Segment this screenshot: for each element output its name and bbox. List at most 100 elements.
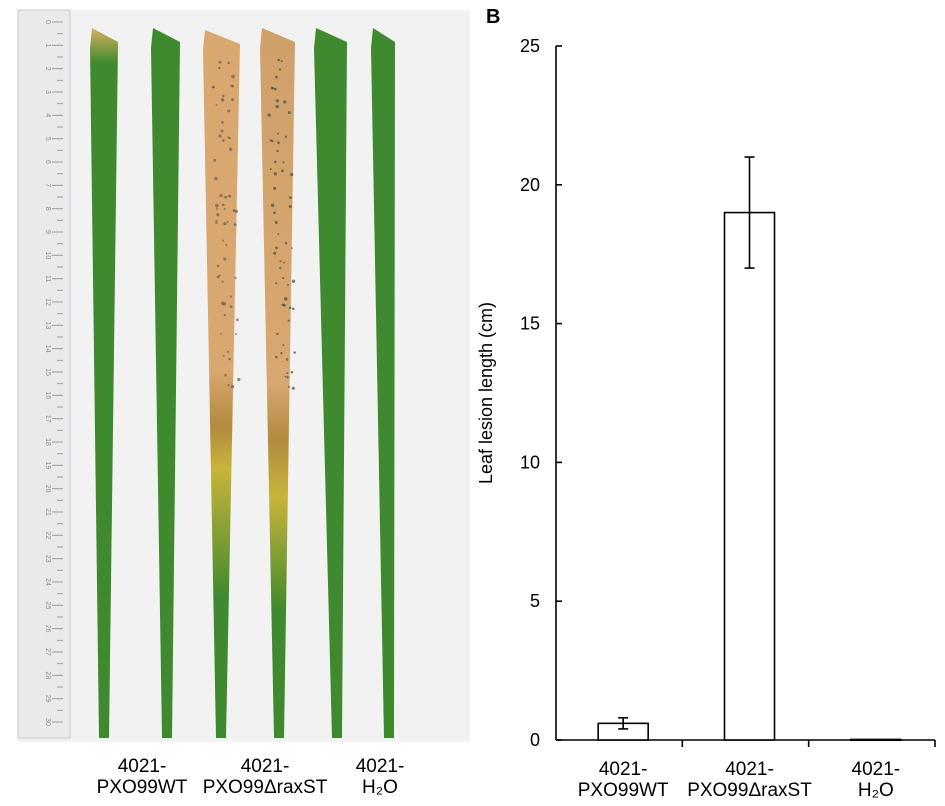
lesion-speckle	[222, 302, 227, 306]
x-tick-label-line2: PXO99WT	[578, 780, 669, 801]
lesion-speckle	[273, 186, 277, 190]
ruler-number: 9	[44, 230, 51, 234]
leaf-water-1	[314, 28, 347, 738]
lesion-speckle	[227, 350, 230, 353]
ruler: 0123456789101112131415161718192021222324…	[17, 9, 71, 739]
y-tick-label: 15	[520, 314, 540, 334]
lesion-speckle	[290, 247, 293, 250]
photo-label-mutant-line1: 4021-	[240, 756, 290, 777]
ruler-number: 5	[44, 137, 51, 141]
lesion-speckle	[228, 137, 231, 140]
photo-label-wt: 4021- PXO99WT	[72, 756, 212, 798]
lesion-speckle	[291, 279, 296, 283]
lesion-speckle	[286, 376, 289, 379]
ruler-number: 26	[44, 625, 51, 633]
lesion-speckle	[269, 168, 272, 171]
ruler-number: 20	[44, 485, 51, 493]
lesion-speckle	[225, 243, 228, 246]
ruler-number: 6	[44, 160, 51, 164]
lesion-speckle	[279, 260, 282, 263]
ruler-number: 17	[44, 415, 51, 423]
lesion-speckle	[287, 284, 289, 286]
leaf-water-2	[371, 28, 395, 738]
photo-label-water-line2: H₂O	[362, 777, 398, 798]
lesion-speckle	[274, 160, 277, 164]
lesion-speckle	[274, 87, 277, 91]
ruler-number: 1	[44, 43, 51, 47]
lesion-speckle	[233, 223, 237, 227]
leaf-wt-2	[151, 28, 180, 738]
y-tick-label: 10	[520, 452, 540, 472]
lesion-speckle	[216, 264, 220, 268]
lesion-speckle	[282, 277, 285, 280]
ruler-number: 8	[44, 207, 51, 211]
lesion-speckle	[220, 333, 223, 336]
lesion-speckle	[221, 94, 225, 98]
ruler-number: 13	[44, 321, 51, 329]
lesion-speckle	[277, 233, 280, 236]
lesion-speckle	[273, 172, 277, 176]
y-tick-label: 0	[530, 730, 540, 750]
lesion-speckle	[284, 241, 288, 245]
lesion-speckle	[277, 58, 281, 62]
lesion-speckle	[293, 351, 296, 354]
lesion-speckle	[277, 132, 279, 135]
lesion-speckle	[274, 220, 278, 224]
lesion-speckle	[277, 141, 280, 145]
lesion-speckle	[215, 203, 219, 208]
ruler-number: 21	[44, 508, 51, 516]
photo-label-mutant: 4021- PXO99ΔraxST	[185, 756, 345, 798]
lesion-speckle	[215, 221, 218, 225]
lesion-speckle	[229, 305, 233, 309]
lesion-speckle	[235, 318, 239, 322]
y-tick-label: 20	[520, 175, 540, 195]
lesion-speckle	[221, 239, 224, 242]
lesion-speckle	[283, 100, 287, 104]
leaves	[90, 28, 395, 738]
lesion-speckle	[273, 251, 277, 255]
lesion-speckle	[227, 109, 231, 113]
lesion-speckle	[287, 385, 291, 388]
lesion-speckle	[290, 370, 294, 374]
leaf-mutant-2	[260, 28, 295, 738]
lesion-speckle	[223, 313, 227, 317]
ruler-number: 16	[44, 391, 51, 399]
ruler-number: 12	[44, 298, 51, 306]
lesion-speckle	[267, 113, 271, 117]
lesion-speckle	[276, 149, 279, 153]
lesion-speckle	[270, 203, 275, 208]
lesion-speckle	[276, 332, 279, 336]
x-tick-label-line1: 4021-	[725, 759, 774, 780]
y-tick-label: 5	[530, 591, 540, 611]
lesion-speckle	[271, 139, 274, 143]
leaf-mutant-1	[203, 30, 240, 738]
lesion-speckle	[292, 307, 295, 311]
ruler-number: 15	[44, 368, 51, 376]
lesion-speckle	[216, 207, 218, 210]
lesion-speckle	[218, 60, 222, 64]
lesion-speckle	[279, 266, 282, 270]
lesion-speckle	[275, 282, 278, 285]
lesion-speckle	[223, 221, 227, 226]
ruler-number: 2	[44, 67, 51, 71]
lesion-speckle	[228, 194, 232, 198]
ruler-number: 23	[44, 555, 51, 563]
lesion-speckle	[282, 261, 285, 264]
y-tick-label: 25	[520, 36, 540, 56]
lesion-speckle	[234, 276, 237, 280]
bar	[850, 738, 902, 742]
lesion-speckle	[218, 66, 221, 70]
lesion-speckle	[220, 98, 225, 102]
lesion-speckle	[284, 135, 287, 139]
lesion-speckle	[289, 196, 292, 200]
lesion-speckle	[291, 386, 295, 390]
panel-letter-b: B	[486, 6, 501, 28]
lesion-speckle	[286, 372, 289, 375]
x-tick-label-line2: PXO99ΔraxST	[687, 780, 812, 801]
bar	[723, 211, 776, 741]
lesion-speckle	[227, 61, 231, 65]
ruler-number: 19	[44, 461, 51, 469]
lesion-speckle	[282, 344, 285, 347]
lesion-speckle	[287, 111, 291, 115]
